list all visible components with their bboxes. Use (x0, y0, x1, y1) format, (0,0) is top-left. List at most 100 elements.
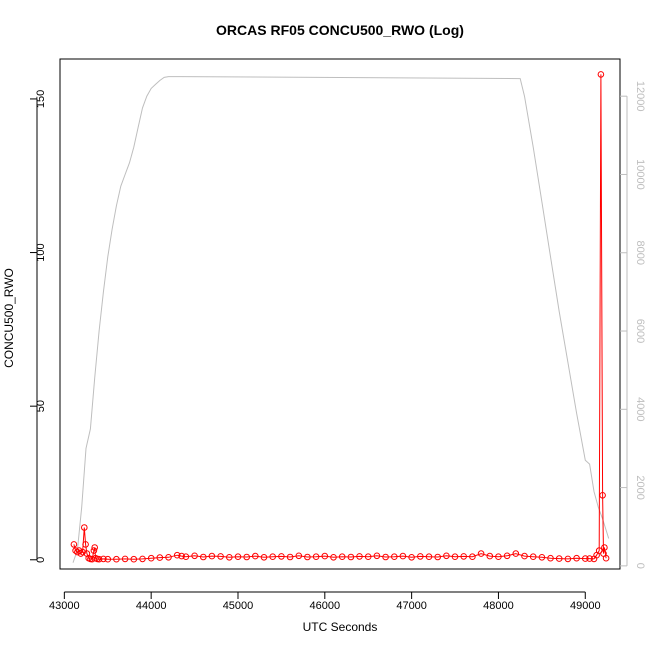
secondary-series-line (72, 76, 610, 563)
x-tick-label: 45000 (223, 600, 254, 612)
data-point (330, 554, 337, 561)
data-point (79, 548, 86, 556)
data-point (226, 554, 233, 561)
data-point (100, 555, 107, 563)
data-point (503, 552, 511, 560)
data-point (469, 553, 476, 561)
data-point (191, 552, 198, 560)
data-point (364, 553, 372, 561)
data-point (495, 553, 502, 561)
data-point (178, 552, 185, 560)
data-point (529, 553, 537, 561)
data-point (425, 553, 433, 561)
data-point (601, 544, 608, 551)
data-point (373, 552, 381, 560)
x-tick-label: 46000 (310, 600, 341, 612)
y2-tick-label: 12000 (634, 81, 646, 112)
data-point (595, 547, 603, 554)
y2-tick-label: 10000 (634, 159, 646, 190)
data-point (243, 553, 250, 561)
data-point (91, 544, 98, 551)
data-point (547, 554, 554, 562)
x-tick-label: 43000 (49, 600, 80, 612)
data-point (521, 552, 528, 560)
data-point (597, 71, 605, 78)
data-point (200, 553, 207, 561)
data-point (451, 553, 459, 561)
primary-series-layer (70, 71, 610, 563)
data-point (72, 547, 79, 554)
data-point (564, 555, 572, 563)
data-point (391, 553, 398, 561)
data-point (82, 541, 89, 548)
data-point (573, 554, 580, 562)
y-tick-label: 100 (35, 243, 47, 261)
data-point (252, 552, 259, 560)
plot-frame (59, 58, 621, 570)
data-point (77, 550, 85, 557)
data-point (121, 555, 129, 563)
data-point (321, 552, 329, 560)
data-point (156, 554, 164, 561)
data-point (304, 553, 311, 561)
data-point (95, 555, 103, 563)
x-tick-label: 44000 (136, 600, 167, 612)
data-point (408, 554, 415, 561)
data-point (278, 553, 285, 560)
y-tick-label: 50 (35, 400, 47, 412)
data-point (104, 555, 112, 563)
data-point (338, 553, 346, 561)
data-point (147, 554, 155, 562)
y2-tick-label: 6000 (634, 319, 646, 343)
data-point (417, 553, 424, 560)
data-point (286, 553, 294, 561)
data-point (460, 553, 468, 560)
data-point (512, 550, 520, 557)
y2-tick-label: 0 (634, 563, 646, 569)
x-tick-label: 48000 (483, 600, 514, 612)
data-point (582, 555, 589, 562)
data-point (182, 553, 190, 561)
chart-title: ORCAS RF05 CONCU500_RWO (Log) (216, 22, 464, 38)
data-point (602, 554, 610, 562)
data-point (555, 555, 563, 562)
data-point (165, 554, 172, 561)
data-point (208, 552, 216, 560)
data-point (139, 555, 146, 563)
data-point (347, 553, 355, 561)
data-point (477, 550, 485, 557)
data-point (260, 554, 268, 561)
data-point (130, 555, 138, 563)
data-point (382, 553, 389, 561)
y-axis-label: CONCU500_RWO (2, 268, 16, 368)
data-point (81, 524, 88, 531)
data-point (113, 555, 120, 563)
data-point (312, 553, 320, 561)
data-point (217, 553, 224, 560)
data-point (443, 552, 450, 560)
data-point (356, 553, 363, 560)
primary-series-line (73, 74, 607, 560)
data-point (90, 547, 98, 554)
axes-layer: 43000 44000 45000 46000 47000 48000 49000 0 50 10… (30, 81, 646, 612)
secondary-series-layer (72, 76, 610, 563)
data-point (599, 492, 606, 499)
y-tick-label: 0 (35, 557, 47, 563)
data-point (486, 552, 494, 560)
data-point (70, 541, 78, 548)
data-point (295, 552, 303, 560)
data-point (538, 554, 546, 561)
data-point (269, 553, 277, 561)
x-tick-label: 49000 (570, 600, 601, 612)
data-point (434, 553, 442, 561)
y2-tick-label: 4000 (634, 397, 646, 421)
x-tick-label: 47000 (396, 600, 427, 612)
data-point (586, 555, 593, 562)
y2-tick-label: 8000 (634, 241, 646, 265)
y2-tick-label: 2000 (634, 475, 646, 499)
y-tick-label: 150 (35, 90, 47, 108)
data-point (234, 553, 242, 561)
data-point (173, 551, 181, 559)
x-axis-label: UTC Seconds (303, 620, 378, 634)
